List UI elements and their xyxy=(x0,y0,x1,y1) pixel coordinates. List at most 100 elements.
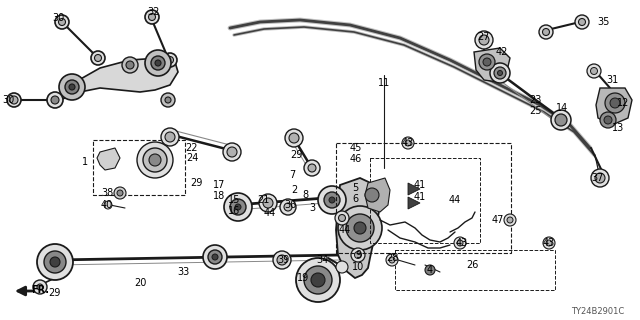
Circle shape xyxy=(285,129,303,147)
Circle shape xyxy=(224,193,252,221)
Circle shape xyxy=(494,67,506,79)
Circle shape xyxy=(161,128,179,146)
Text: 20: 20 xyxy=(134,278,146,288)
Circle shape xyxy=(504,214,516,226)
Circle shape xyxy=(33,280,47,294)
Circle shape xyxy=(551,110,571,130)
Circle shape xyxy=(595,173,605,183)
Circle shape xyxy=(10,96,18,104)
Circle shape xyxy=(324,192,340,208)
Circle shape xyxy=(50,257,60,267)
Circle shape xyxy=(230,199,246,215)
Text: 9: 9 xyxy=(355,250,361,260)
Circle shape xyxy=(149,154,161,166)
Circle shape xyxy=(69,84,75,90)
Polygon shape xyxy=(55,58,178,100)
Circle shape xyxy=(405,140,411,146)
Circle shape xyxy=(58,19,65,26)
Text: 2: 2 xyxy=(291,185,297,195)
Circle shape xyxy=(490,63,510,83)
Circle shape xyxy=(263,198,273,208)
Circle shape xyxy=(117,190,123,196)
Circle shape xyxy=(351,248,365,262)
Text: 5: 5 xyxy=(352,183,358,193)
Text: 38: 38 xyxy=(101,188,113,198)
Text: 44: 44 xyxy=(449,195,461,205)
Text: 45: 45 xyxy=(350,143,362,153)
Polygon shape xyxy=(408,197,420,209)
Circle shape xyxy=(143,148,167,172)
Text: 36: 36 xyxy=(284,200,296,210)
Text: 32: 32 xyxy=(147,7,159,17)
Circle shape xyxy=(311,273,325,287)
Text: 21: 21 xyxy=(257,195,269,205)
Text: 40: 40 xyxy=(101,200,113,210)
Circle shape xyxy=(579,19,586,26)
Bar xyxy=(93,140,185,195)
Text: 7: 7 xyxy=(289,170,295,180)
Circle shape xyxy=(354,222,366,234)
Text: 41: 41 xyxy=(414,180,426,190)
Text: 43: 43 xyxy=(456,238,468,248)
Polygon shape xyxy=(408,183,420,195)
Circle shape xyxy=(208,250,222,264)
Circle shape xyxy=(296,258,340,302)
Circle shape xyxy=(479,35,489,45)
Text: 29: 29 xyxy=(48,288,60,298)
Circle shape xyxy=(389,257,395,263)
Text: 17: 17 xyxy=(213,180,225,190)
Circle shape xyxy=(402,137,414,149)
Text: 29: 29 xyxy=(290,150,302,160)
Circle shape xyxy=(555,114,567,126)
Circle shape xyxy=(339,214,346,221)
Circle shape xyxy=(7,93,21,107)
Text: 37: 37 xyxy=(592,173,604,183)
Circle shape xyxy=(304,160,320,176)
Polygon shape xyxy=(365,178,390,212)
Circle shape xyxy=(203,245,227,269)
Text: 39: 39 xyxy=(277,255,289,265)
Circle shape xyxy=(610,98,620,108)
Circle shape xyxy=(212,254,218,260)
Circle shape xyxy=(165,132,175,142)
Text: 29: 29 xyxy=(190,178,202,188)
Bar xyxy=(370,158,480,243)
Text: 3: 3 xyxy=(309,203,315,213)
Text: 41: 41 xyxy=(414,192,426,202)
Text: 12: 12 xyxy=(617,98,629,108)
Circle shape xyxy=(227,147,237,157)
Circle shape xyxy=(543,237,555,249)
Text: 22: 22 xyxy=(186,143,198,153)
Circle shape xyxy=(539,25,553,39)
Circle shape xyxy=(122,57,138,73)
Text: 24: 24 xyxy=(186,153,198,163)
Circle shape xyxy=(355,252,362,259)
Circle shape xyxy=(600,112,616,128)
Circle shape xyxy=(126,61,134,69)
Text: 28: 28 xyxy=(386,253,398,263)
Text: 42: 42 xyxy=(496,47,508,57)
Text: 31: 31 xyxy=(606,75,618,85)
Circle shape xyxy=(338,206,382,250)
Text: 44: 44 xyxy=(339,225,351,235)
Circle shape xyxy=(575,15,589,29)
Circle shape xyxy=(329,197,335,203)
Text: 16: 16 xyxy=(228,206,240,216)
Text: 26: 26 xyxy=(466,260,478,270)
Text: 1: 1 xyxy=(82,157,88,167)
Text: 25: 25 xyxy=(529,106,541,116)
Polygon shape xyxy=(474,48,510,82)
Circle shape xyxy=(475,31,493,49)
Circle shape xyxy=(166,57,173,63)
Text: 6: 6 xyxy=(352,194,358,204)
Polygon shape xyxy=(97,148,120,170)
Text: 33: 33 xyxy=(177,267,189,277)
Circle shape xyxy=(151,56,165,70)
Text: 13: 13 xyxy=(612,123,624,133)
Circle shape xyxy=(104,201,112,209)
Circle shape xyxy=(546,240,552,246)
Text: 34: 34 xyxy=(316,255,328,265)
Circle shape xyxy=(259,194,277,212)
Text: 35: 35 xyxy=(597,17,609,27)
Circle shape xyxy=(497,70,502,76)
